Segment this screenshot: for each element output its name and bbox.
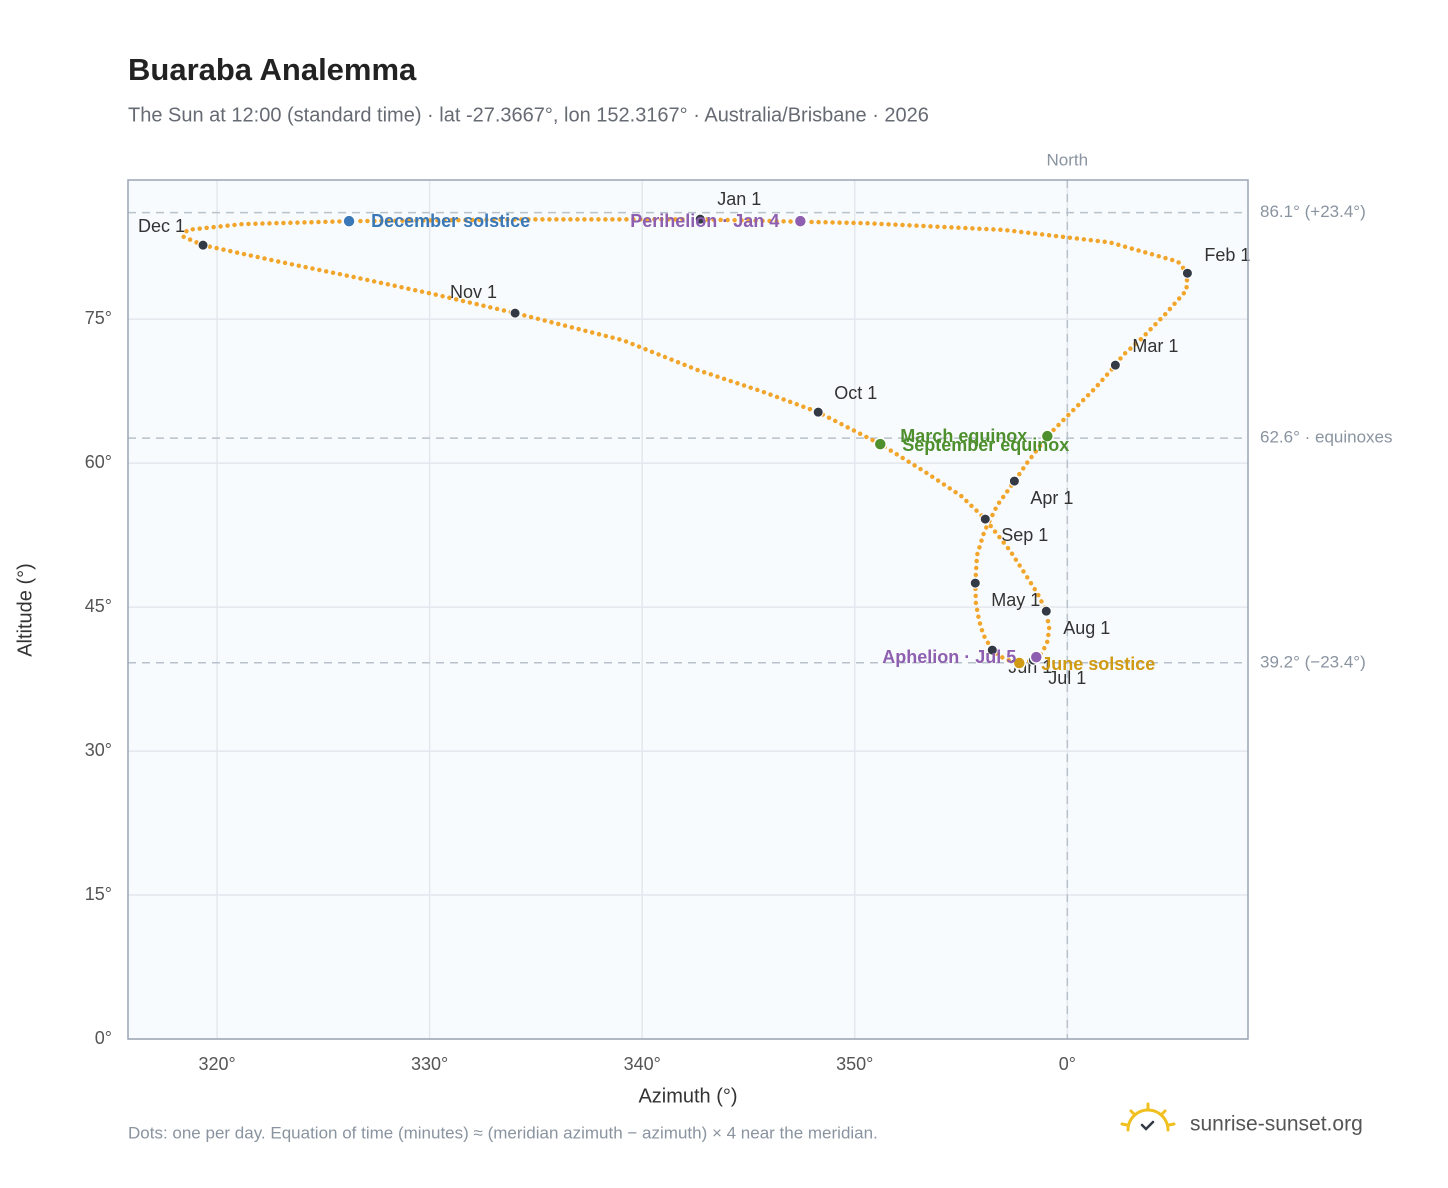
x-tick-label: 320° xyxy=(198,1054,235,1074)
month-label: Oct 1 xyxy=(834,383,877,403)
event-marker xyxy=(1040,429,1055,443)
chart-subtitle: The Sun at 12:00 (standard time) · lat -… xyxy=(128,104,929,126)
month-label: Jul 1 xyxy=(1048,668,1086,688)
month-label: Apr 1 xyxy=(1030,488,1073,508)
month-label: Aug 1 xyxy=(1063,618,1110,638)
month-marker xyxy=(1040,605,1052,617)
y-tick-label: 75° xyxy=(85,308,112,328)
month-label: Dec 1 xyxy=(138,216,185,236)
month-label: Mar 1 xyxy=(1132,336,1178,356)
x-axis-label: Azimuth (°) xyxy=(638,1085,737,1107)
y-tick-label: 60° xyxy=(85,452,112,472)
month-marker xyxy=(969,577,981,589)
reference-lines xyxy=(128,180,1248,1039)
month-marker xyxy=(812,406,824,418)
footnote: Dots: one per day. Equation of time (min… xyxy=(128,1123,878,1142)
event-marker xyxy=(873,437,888,451)
event-label: September equinox xyxy=(902,435,1069,455)
month-marker xyxy=(694,213,706,225)
reference-label: North xyxy=(1047,150,1089,169)
month-label: Nov 1 xyxy=(450,282,497,302)
event-marker xyxy=(1029,650,1044,664)
plot-border xyxy=(127,179,1249,1040)
month-marker xyxy=(509,307,521,319)
reference-label: 39.2° (−23.4°) xyxy=(1260,652,1366,671)
month-marker xyxy=(979,513,991,525)
month-label: Sep 1 xyxy=(1001,525,1048,545)
y-tick-label: 45° xyxy=(85,596,112,616)
event-label: March equinox xyxy=(900,426,1027,446)
y-tick-label: 15° xyxy=(85,884,112,904)
y-tick-label: 30° xyxy=(85,740,112,760)
x-tick-label: 330° xyxy=(411,1054,448,1074)
event-marker xyxy=(342,214,356,228)
brand: sunrise-sunset.org xyxy=(1190,1113,1363,1136)
daily-dots xyxy=(179,217,1190,666)
month-marker xyxy=(197,239,209,251)
event-label: December solstice xyxy=(371,211,530,231)
month-marker xyxy=(1181,267,1193,279)
brand-logo xyxy=(1120,1102,1176,1132)
month-marker xyxy=(986,644,998,656)
event-marker xyxy=(793,214,808,228)
reference-label: 86.1° (+23.4°) xyxy=(1260,202,1366,221)
event-label: Perihelion · Jan 4 xyxy=(630,211,779,231)
month-label: Feb 1 xyxy=(1204,245,1250,265)
reference-label: 62.6° · equinoxes xyxy=(1260,428,1393,447)
x-tick-label: 340° xyxy=(624,1054,661,1074)
event-marker xyxy=(1012,656,1027,670)
x-tick-label: 0° xyxy=(1059,1054,1076,1074)
month-marker xyxy=(1109,359,1121,371)
y-tick-label: 0° xyxy=(95,1028,112,1048)
x-tick-label: 350° xyxy=(836,1054,873,1074)
month-marker xyxy=(1008,475,1020,487)
month-label: May 1 xyxy=(991,590,1040,610)
month-label: Jan 1 xyxy=(717,189,761,209)
event-label: June solstice xyxy=(1041,654,1155,674)
chart-title: Buaraba Analemma xyxy=(128,52,417,87)
event-label: Aphelion · Jul 5 xyxy=(882,647,1016,667)
plot-area xyxy=(128,180,1248,1039)
y-axis-label: Altitude (°) xyxy=(14,563,36,657)
